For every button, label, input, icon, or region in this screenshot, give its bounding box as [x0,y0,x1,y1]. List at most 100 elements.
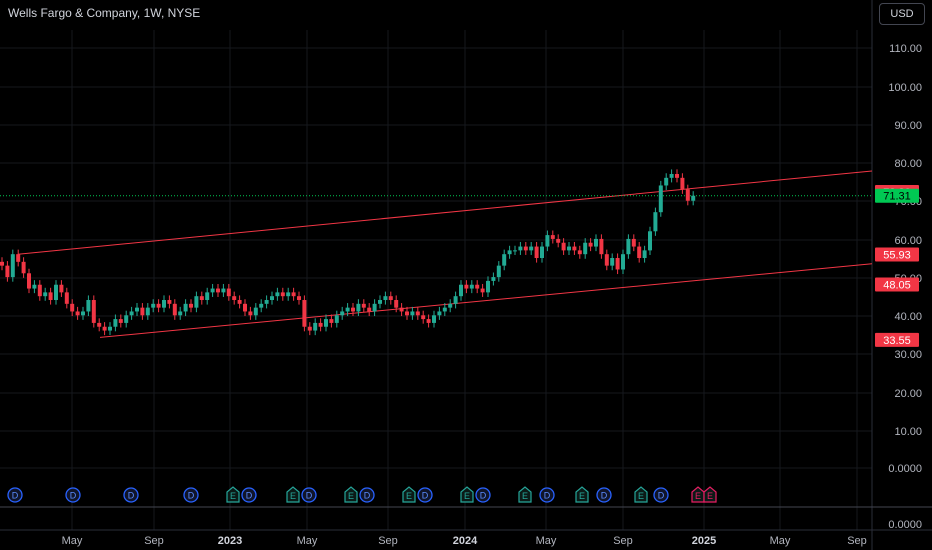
candle-body [448,303,453,308]
candle-body [10,254,15,278]
time-axis-label: May [536,535,557,547]
candle-body [356,303,361,312]
candle-body [151,303,156,308]
price-tag [875,332,919,347]
earnings-marker [575,486,589,503]
candle-body [567,246,571,251]
price-axis-label: 40.00 [894,311,922,323]
price-tag [875,188,919,203]
candle-body [378,300,382,304]
lower-pane-axis-label: 0.0000 [888,519,922,531]
candle-body [432,315,436,323]
candle-body [442,307,447,312]
channel-upper-line [17,170,873,255]
candle-body [680,177,685,190]
price-axis-label: 90.00 [894,120,922,132]
candle-body [599,238,604,255]
candle-body [237,300,242,304]
candle-body [410,311,415,316]
candle-body [16,254,21,262]
dividend-marker [596,487,612,503]
candle-body [637,246,642,259]
candle-body [243,303,247,312]
candle-body [594,238,598,247]
candle-body [102,326,107,331]
candle-body [135,307,139,312]
candle-body [302,300,307,327]
price-axis-label: 60.00 [894,235,922,247]
candle-body [491,277,496,281]
candle-body [545,235,550,247]
candle-body [691,195,696,201]
dividend-marker [301,487,317,503]
dividend-marker-label: D [12,491,19,501]
time-axis-label: Sep [847,535,867,547]
candle-body [210,288,215,293]
time-axis-label: May [297,535,318,547]
candle-body [32,284,37,289]
candle-body [561,242,566,251]
dividend-marker-label: D [128,491,135,501]
dividend-marker [475,487,491,503]
candle-body [21,261,26,274]
candle-body [313,322,318,331]
earnings-marker [691,486,705,503]
candle-body [43,292,48,297]
candle-body [108,326,112,331]
candle-body [97,322,102,327]
candle-body [307,326,312,331]
candle-body [318,322,323,327]
candle-body [345,307,350,312]
candle-body [426,319,431,323]
candle-body [534,246,539,259]
candle-body [604,254,609,266]
candle-body [275,292,280,297]
candle-body [259,303,264,308]
price-tag [875,277,919,292]
price-axis-label: 20.00 [894,388,922,400]
candle-body [513,250,517,252]
price-axis-label: 110.00 [889,43,922,55]
candle-body [334,315,339,323]
candle-body [669,174,674,178]
earnings-marker [634,486,648,503]
candle-body [340,311,345,316]
time-axis-label: May [62,535,83,547]
candle-body [615,258,620,270]
candle-body [297,296,301,301]
dividend-marker-label: D [188,491,195,501]
dividend-marker-label: D [544,491,551,501]
candle-body [540,246,544,259]
candle-body [216,288,220,293]
time-axis-label: Sep [378,535,398,547]
candle-body [523,246,528,251]
time-axis-label: May [770,535,791,547]
earnings-marker [703,486,717,503]
candle-body [91,300,96,323]
candle-body [621,254,625,270]
currency-button[interactable]: USD [879,3,925,25]
candle-body [502,254,507,266]
price-tag [875,247,919,262]
candle-body [631,238,636,247]
earnings-marker [344,486,358,503]
candle-body [437,311,442,316]
time-axis-label: Sep [613,535,633,547]
candle-body [221,288,226,293]
candle-body [351,307,355,312]
candle-body [469,284,474,289]
price-axis-label: 100.00 [888,82,922,94]
candle-body [140,307,145,316]
candle-body [550,235,555,239]
candle-body [178,311,183,316]
candle-body [572,246,577,251]
candle-body [81,311,85,316]
chart-title: Wells Fargo & Company, 1W, NYSE [8,6,201,20]
price-tag-label: 33.55 [883,335,911,347]
candle-body [5,265,10,278]
candle-body [496,265,501,278]
earnings-marker-label: E [695,491,701,501]
earnings-marker [518,486,532,503]
